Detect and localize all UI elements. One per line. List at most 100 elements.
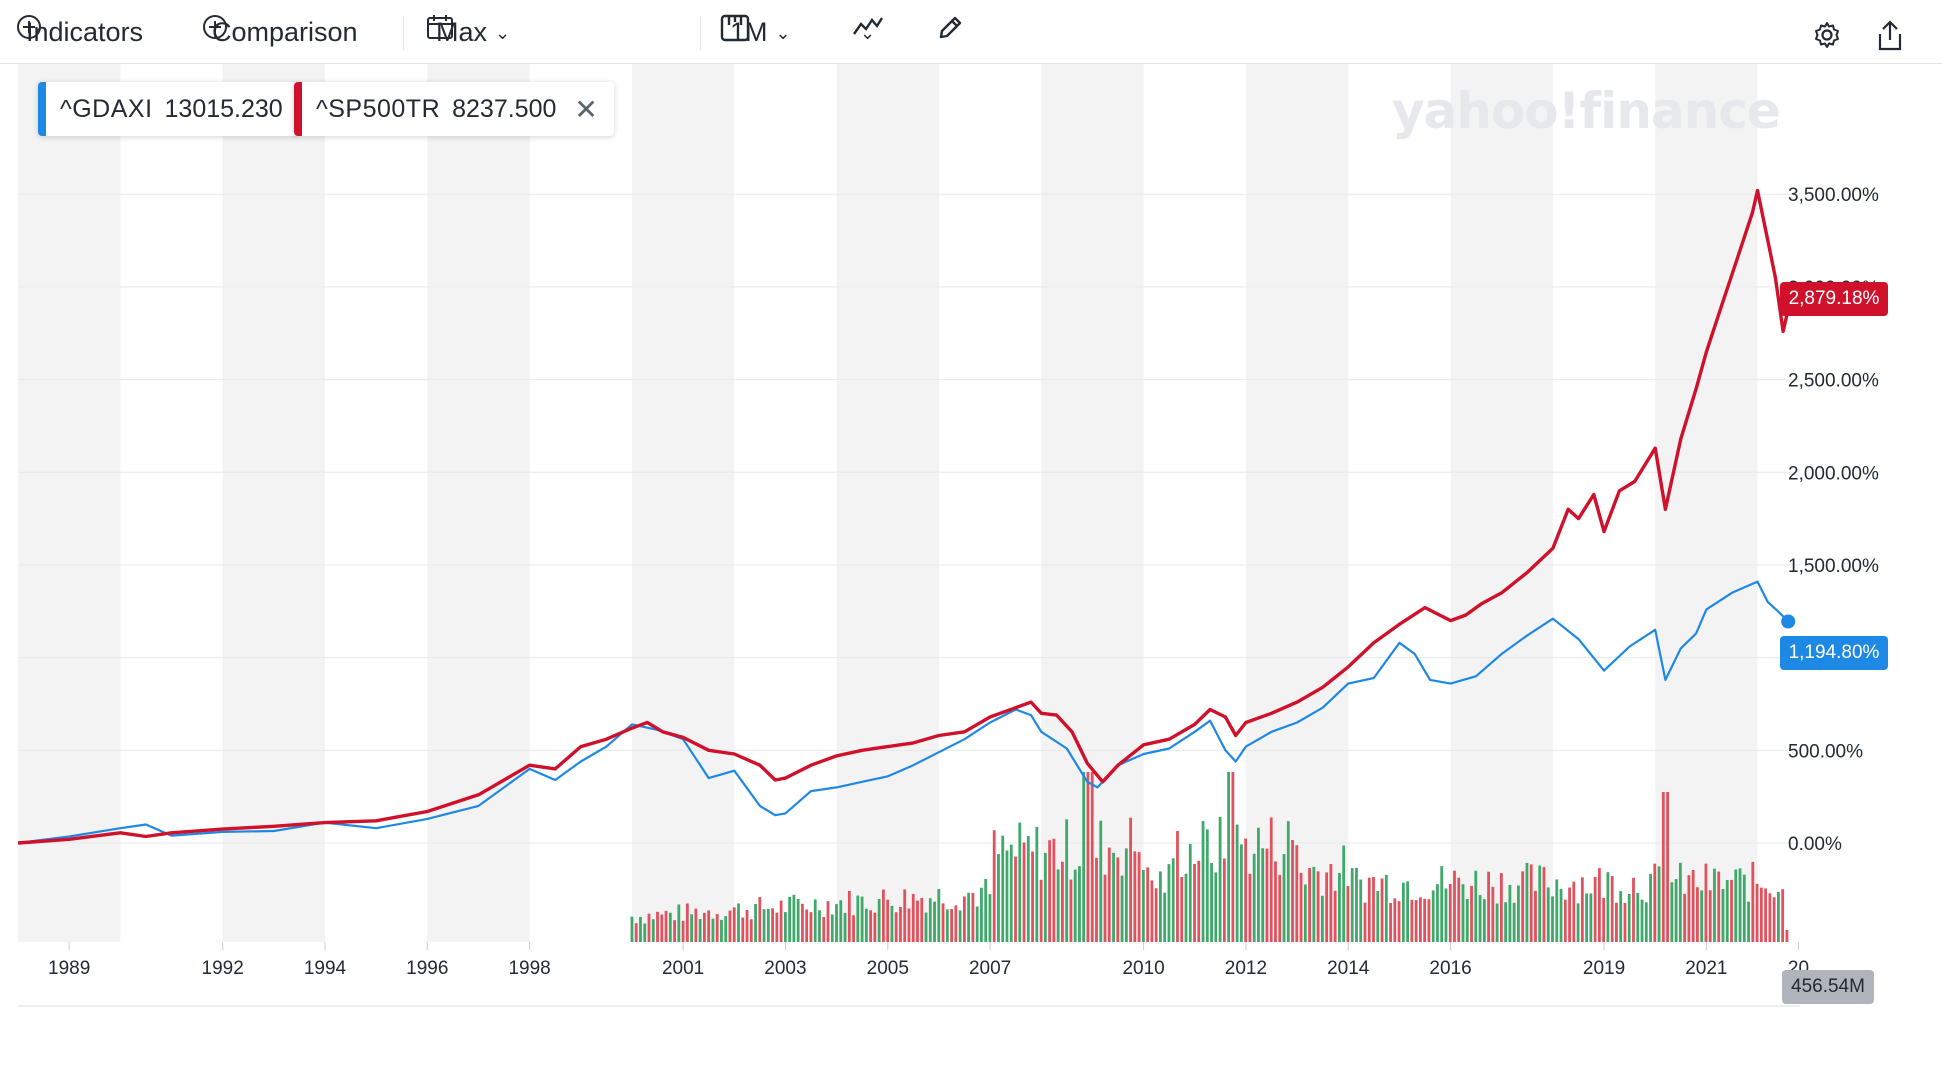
volume-bar	[1742, 874, 1746, 942]
volume-bar	[1014, 856, 1017, 942]
volume-bar	[920, 897, 924, 942]
volume-bar	[1759, 887, 1763, 942]
chart-type-button[interactable]: ⌄	[852, 14, 884, 50]
volume-bar	[1222, 858, 1226, 942]
volume-bar	[801, 903, 804, 942]
volume-bar	[1465, 899, 1469, 942]
volume-bar	[1636, 892, 1640, 942]
volume-bar	[1776, 891, 1780, 942]
volume-bar	[1239, 844, 1243, 942]
volume-bar	[1696, 887, 1699, 942]
volume-bar	[886, 899, 890, 942]
volume-bar	[1764, 888, 1768, 942]
volume-bar	[1257, 827, 1260, 942]
volume-bar	[1009, 844, 1013, 942]
volume-bar	[924, 912, 928, 942]
volume-bar	[1235, 824, 1239, 942]
volume-bar	[1188, 843, 1192, 942]
volume-bar	[1193, 864, 1196, 942]
volume-bar	[805, 909, 809, 942]
volume-bar	[664, 910, 668, 942]
volume-bar	[1397, 901, 1401, 942]
horizontal-gridlines	[18, 193, 1800, 844]
volume-bar	[967, 892, 971, 942]
volume-bar	[1282, 854, 1286, 942]
volume-bar	[1597, 868, 1601, 942]
close-icon[interactable]: ✕	[574, 93, 598, 125]
legend-symbol: ^GDAXI	[60, 94, 153, 123]
volume-bar	[1308, 868, 1311, 942]
x-tick-label: 1998	[508, 958, 550, 979]
interval-button[interactable]: 1M ⌄	[720, 14, 791, 50]
volume-bar	[809, 912, 813, 942]
volume-bar	[1116, 857, 1120, 942]
toolbar-divider	[700, 16, 701, 50]
volume-bar	[830, 914, 834, 942]
volume-bar	[1619, 891, 1623, 942]
date-range-button[interactable]: Max ⌄	[426, 14, 510, 50]
volume-bar	[997, 854, 1000, 942]
x-tick-label: 2005	[867, 958, 909, 979]
indicators-button[interactable]: Indicators	[16, 14, 143, 50]
volume-bar	[1730, 879, 1733, 942]
volume-bar	[1678, 862, 1682, 942]
volume-bar	[1244, 838, 1248, 942]
volume-bar	[869, 910, 873, 942]
volume-bar	[954, 905, 958, 942]
volume-bar	[1380, 878, 1384, 942]
volume-bar	[711, 918, 715, 942]
legend-chip-sp500tr[interactable]: ^SP500TR 8237.500 ✕	[294, 82, 614, 136]
volume-bar	[903, 889, 907, 942]
volume-bar	[762, 909, 766, 942]
volume-bar	[1205, 829, 1209, 942]
volume-bar	[1278, 874, 1282, 942]
volume-bar	[933, 901, 936, 942]
volume-bar	[1683, 893, 1687, 942]
volume-bar	[839, 900, 843, 942]
volume-bar	[643, 923, 647, 942]
y-tick-label: 2,500.00%	[1788, 371, 1879, 392]
volume-bar	[1363, 902, 1367, 942]
volume-bar	[958, 910, 962, 942]
volume-bar	[1376, 890, 1380, 942]
legend-chip-gdaxi[interactable]: ^GDAXI 13015.230	[38, 82, 299, 136]
volume-bar	[1436, 884, 1439, 942]
volume-bar	[1640, 899, 1644, 942]
chart-area[interactable]: 3,500.00%3,000.00%2,500.00%2,000.00%1,50…	[0, 64, 1942, 1078]
volume-bar	[775, 912, 779, 942]
volume-bar	[1086, 772, 1090, 942]
volume-bar	[950, 909, 953, 942]
chart-svg: 3,500.00%3,000.00%2,500.00%2,000.00%1,50…	[17, 64, 1879, 1007]
volume-bar	[1725, 880, 1729, 942]
y-tick-label: 1,500.00%	[1788, 556, 1879, 577]
volume-bar	[1457, 877, 1461, 942]
volume-bar	[758, 897, 762, 942]
volume-bar	[1338, 872, 1341, 942]
comparison-button[interactable]: Comparison	[202, 14, 358, 50]
volume-bar	[660, 914, 664, 942]
volume-bar	[788, 896, 792, 942]
volume-bar	[1201, 821, 1205, 942]
volume-bar	[1644, 902, 1648, 942]
series-line-gdaxi	[17, 580, 1789, 845]
volume-bar	[1227, 772, 1231, 942]
volume-bar	[1448, 883, 1452, 942]
year-band	[1245, 64, 1349, 942]
volume-bar	[1039, 879, 1043, 942]
volume-bar	[741, 917, 745, 942]
volume-bar	[813, 899, 817, 942]
volume-bar	[1176, 830, 1179, 942]
volume-bar	[1154, 888, 1158, 942]
volume-bar	[1576, 903, 1580, 942]
volume-bar	[792, 894, 796, 942]
volume-bar	[962, 896, 966, 942]
volume-bar	[1713, 868, 1716, 942]
volume-bar	[1423, 898, 1427, 942]
volume-bar	[1061, 861, 1064, 942]
volume-bar	[1303, 884, 1307, 942]
toolbar-divider	[403, 16, 404, 50]
volume-bar	[1048, 840, 1052, 942]
x-tick-label: 2007	[969, 958, 1011, 979]
volume-bar	[1534, 890, 1537, 942]
x-tick-label: 2014	[1327, 958, 1370, 979]
